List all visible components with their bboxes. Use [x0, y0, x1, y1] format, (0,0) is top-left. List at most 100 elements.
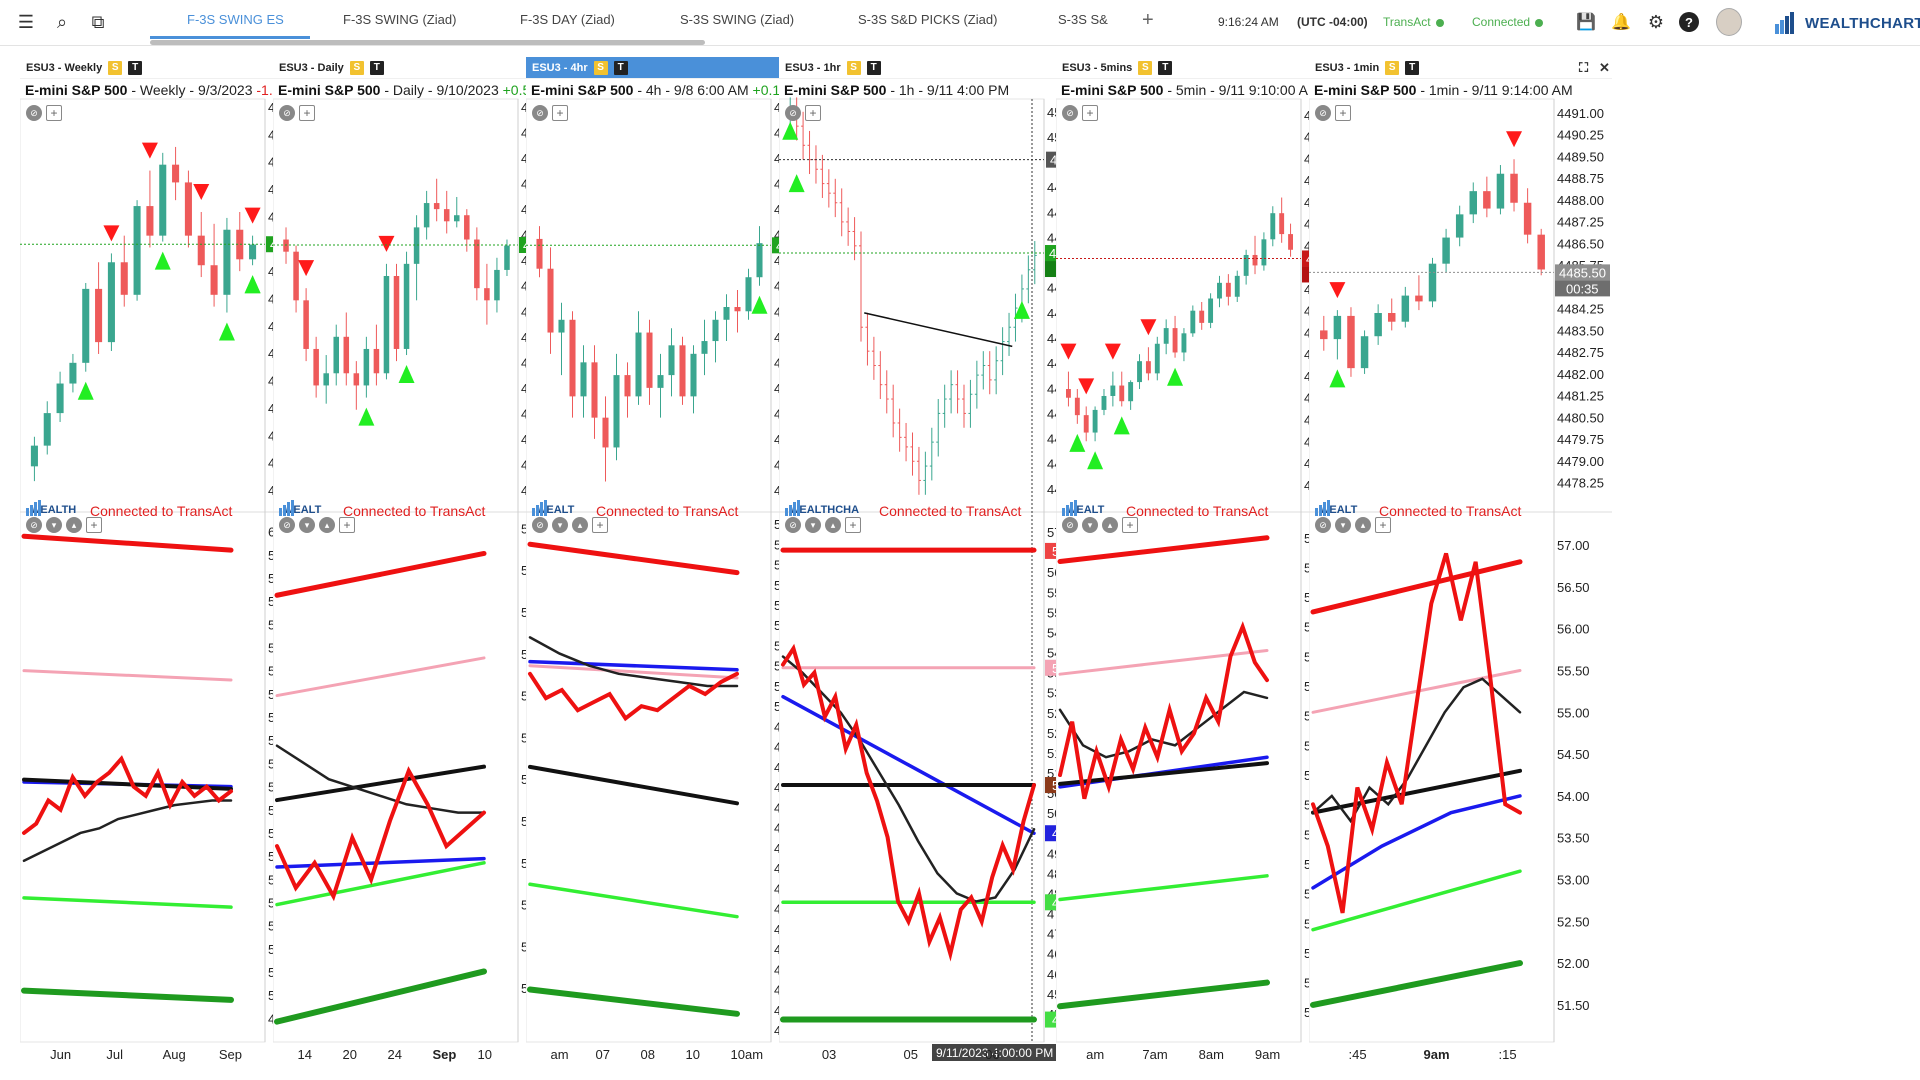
chart-panel[interactable]: ESU3 - 1min S T ⛶ ✕ E-mini S&P 500 - 1min - 9…: [1309, 57, 1612, 1067]
chart-canvas[interactable]: 4491.00 4490.25 4489.50 4488.75 4488.00 4487.…: [1309, 57, 1612, 1067]
add-indicator-icon[interactable]: +: [299, 105, 315, 121]
close-icon[interactable]: ✕: [1599, 60, 1610, 75]
watermark-text: WEALTHCHA: [789, 504, 860, 516]
save-icon[interactable]: 💾: [1576, 14, 1596, 31]
avatar[interactable]: [1716, 8, 1742, 36]
move-down-icon[interactable]: ▾: [552, 517, 568, 533]
expand-icon[interactable]: ⛶: [1579, 60, 1589, 75]
t-badge[interactable]: T: [1158, 60, 1173, 75]
move-up-icon[interactable]: ▴: [825, 517, 841, 533]
t-badge[interactable]: T: [128, 60, 143, 75]
move-up-icon[interactable]: ▴: [572, 517, 588, 533]
add-indicator-icon[interactable]: +: [86, 517, 102, 533]
watermark-logo-icon: [279, 500, 294, 516]
chart-title: E-mini S&P 500 - Daily - 9/10/2023 +0.53…: [278, 82, 551, 98]
hide-pane-icon[interactable]: ⊘: [532, 105, 548, 121]
windows-icon[interactable]: ⧉: [91, 11, 105, 32]
move-down-icon[interactable]: ▾: [1082, 517, 1098, 533]
hide-pane-icon[interactable]: ⊘: [279, 517, 295, 533]
candle: [635, 332, 642, 397]
move-down-icon[interactable]: ▾: [805, 517, 821, 533]
move-up-icon[interactable]: ▴: [319, 517, 335, 533]
hide-pane-icon[interactable]: ⊘: [26, 105, 42, 121]
search-icon[interactable]: ⌕: [56, 11, 68, 32]
tab-f3s-swing-es[interactable]: F-3S SWING ES: [187, 12, 284, 27]
s-badge[interactable]: S: [1385, 60, 1400, 75]
sell-signal-arrow: [141, 142, 158, 159]
timezone-label[interactable]: (UTC -04:00): [1297, 15, 1368, 29]
t-badge[interactable]: T: [1405, 60, 1420, 75]
tab-s3s-swing-ziad[interactable]: S-3S SWING (Ziad): [680, 12, 795, 27]
watermark-text: WEALTH: [30, 504, 77, 516]
help-icon[interactable]: ?: [1679, 12, 1699, 32]
tab-s3s-sd-picks-ziad[interactable]: S-3S S&D PICKS (Ziad): [858, 12, 998, 27]
candle: [223, 229, 231, 295]
add-indicator-icon[interactable]: +: [592, 517, 608, 533]
candle: [423, 203, 430, 228]
s-badge[interactable]: S: [108, 60, 123, 75]
add-indicator-icon[interactable]: +: [552, 105, 568, 121]
add-indicator-icon[interactable]: +: [1122, 517, 1138, 533]
sell-signal-arrow: [1506, 131, 1523, 148]
add-indicator-icon[interactable]: +: [1375, 517, 1391, 533]
hide-pane-icon[interactable]: ⊘: [1062, 517, 1078, 533]
hide-pane-icon[interactable]: ⊘: [1062, 105, 1078, 121]
panel-header[interactable]: ESU3 - 1min S T ⛶ ✕: [1309, 57, 1612, 79]
move-down-icon[interactable]: ▾: [299, 517, 315, 533]
crosshair-time-badge: [932, 1044, 1062, 1061]
chart-canvas[interactable]: 4515.004509.754499.254494.004488.754478.…: [779, 57, 1102, 1067]
add-indicator-icon[interactable]: +: [46, 105, 62, 121]
hide-pane-icon[interactable]: ⊘: [532, 517, 548, 533]
buy-signal-arrow: [1113, 416, 1130, 435]
chart-interval: - 5min - 9/11 9:10:00 AM: [1163, 82, 1324, 98]
hide-pane-icon[interactable]: ⊘: [1315, 105, 1331, 121]
move-up-icon[interactable]: ▴: [1102, 517, 1118, 533]
oscillator-signal-line: [1311, 794, 1522, 890]
hide-pane-icon[interactable]: ⊘: [785, 517, 801, 533]
candle: [1374, 313, 1382, 337]
tab-f3s-swing-ziad[interactable]: F-3S SWING (Ziad): [343, 12, 457, 27]
hide-pane-icon[interactable]: ⊘: [279, 105, 295, 121]
bell-icon[interactable]: 🔔: [1611, 14, 1631, 31]
s-badge[interactable]: S: [593, 60, 608, 75]
candle: [756, 243, 763, 278]
tab-s3s-sd[interactable]: S-3S S&D: [1058, 12, 1108, 27]
candle: [1243, 254, 1249, 276]
t-badge[interactable]: T: [866, 60, 881, 75]
add-indicator-icon[interactable]: +: [1335, 105, 1351, 121]
hide-pane-icon[interactable]: ⊘: [785, 105, 801, 121]
s-badge[interactable]: S: [846, 60, 861, 75]
s-badge[interactable]: S: [349, 60, 364, 75]
add-indicator-icon[interactable]: +: [1082, 105, 1098, 121]
add-tab-button[interactable]: +: [1142, 9, 1154, 31]
candle: [210, 265, 218, 295]
candle: [504, 245, 510, 270]
candle: [95, 288, 103, 343]
move-up-icon[interactable]: ▴: [1355, 517, 1371, 533]
add-indicator-icon[interactable]: +: [339, 517, 355, 533]
add-indicator-icon[interactable]: +: [805, 105, 821, 121]
time-tick-label: am: [551, 1047, 569, 1062]
sell-signal-arrow: [1329, 282, 1346, 299]
candle: [363, 348, 370, 386]
t-badge[interactable]: T: [613, 60, 628, 75]
price-pane-controls: ⊘ +: [1062, 105, 1098, 121]
move-up-icon[interactable]: ▴: [66, 517, 82, 533]
tab-f3s-day-ziad[interactable]: F-3S DAY (Ziad): [520, 12, 615, 27]
hide-pane-icon[interactable]: ⊘: [26, 517, 42, 533]
add-indicator-icon[interactable]: +: [845, 517, 861, 533]
gear-icon[interactable]: ⚙: [1647, 11, 1665, 32]
move-down-icon[interactable]: ▾: [46, 517, 62, 533]
s-badge[interactable]: S: [1138, 60, 1153, 75]
menu-icon[interactable]: ☰: [17, 11, 35, 32]
t-badge[interactable]: T: [369, 60, 384, 75]
watermark: WEALTHCHA: [785, 500, 859, 520]
move-down-icon[interactable]: ▾: [1335, 517, 1351, 533]
candle: [1208, 298, 1214, 323]
hide-pane-icon[interactable]: ⊘: [1315, 517, 1331, 533]
tab-scrollbar[interactable]: [150, 40, 705, 45]
trendline: [864, 312, 1013, 348]
